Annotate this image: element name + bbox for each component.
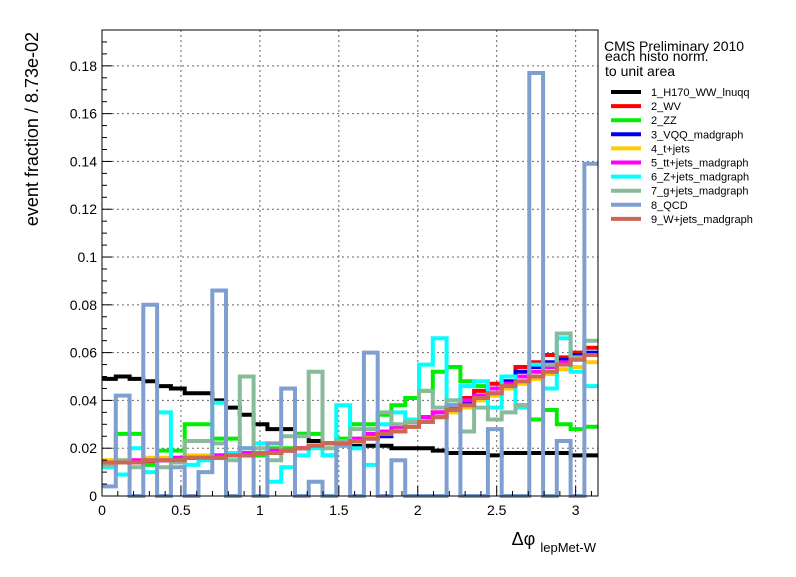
x-axis-title: Δφ lepMet-W [512, 529, 597, 555]
x-tick-label-5: 2.5 [487, 502, 507, 518]
annotation-cms: CMS Preliminary 2010 [604, 38, 744, 54]
x-axis-title-sub: lepMet-W [540, 540, 596, 555]
annotation-unit-area: to unit area [605, 63, 675, 79]
x-tick-label-3: 1.5 [329, 502, 349, 518]
x-tick-label-2: 1 [256, 502, 264, 518]
annotation-norm: each histo norm. [605, 48, 709, 64]
x-tick-label-1: 0.5 [171, 502, 191, 518]
y-tick-label-1: 0.02 [70, 440, 97, 456]
y-tick-label-7: 0.14 [70, 153, 97, 169]
legend-label-4: 3_VQQ_madgraph [651, 129, 743, 141]
series-line-1 [102, 374, 598, 458]
y-tick-label-4: 0.08 [70, 297, 97, 313]
legend-label-5: 4_t+jets [651, 143, 690, 155]
x-tick-label-6: 3 [572, 502, 580, 518]
y-tick-label-0: 0 [89, 488, 97, 504]
legend-label-7: 6_Z+jets_madgraph [651, 172, 749, 184]
x-tick-label-0: 0 [98, 502, 106, 518]
legend-label-8: 7_g+jets_madgraph [651, 186, 749, 198]
y-tick-label-3: 0.06 [70, 345, 97, 361]
legend-label-2: 2_WV [651, 101, 682, 113]
y-tick-label-9: 0.18 [70, 58, 97, 74]
series-line-10 [102, 353, 598, 465]
legend-label-6: 5_tt+jets_madgraph [651, 158, 749, 170]
legend-label-9: 8_QCD [651, 200, 688, 212]
y-tick-label-5: 0.1 [78, 249, 98, 265]
x-axis-title-main: Δφ [512, 529, 536, 549]
series-line-8 [102, 331, 598, 470]
y-axis-title: event fraction / 8.73e-02 [22, 32, 42, 226]
y-tick-label-8: 0.16 [70, 106, 97, 122]
x-tick-label-4: 2 [414, 502, 422, 518]
plot-frame [101, 29, 599, 497]
legend-label-1: 1_H170_WW_lnuqq [651, 87, 749, 99]
y-tick-label-2: 0.04 [70, 392, 97, 408]
y-tick-label-6: 0.12 [70, 201, 97, 217]
legend-label-3: 2_ZZ [651, 115, 677, 127]
legend: 1_H170_WW_lnuqq 2_WV 2_ZZ 3_VQQ_madgraph 4_t… [611, 87, 753, 226]
legend-label-10: 9_W+jets_madgraph [651, 214, 753, 226]
axes: 0 0.5 1 1.5 2 2.5 3 0 0.02 0.04 0.06 0.08 0.1 0.12 0.1… [70, 41, 592, 518]
